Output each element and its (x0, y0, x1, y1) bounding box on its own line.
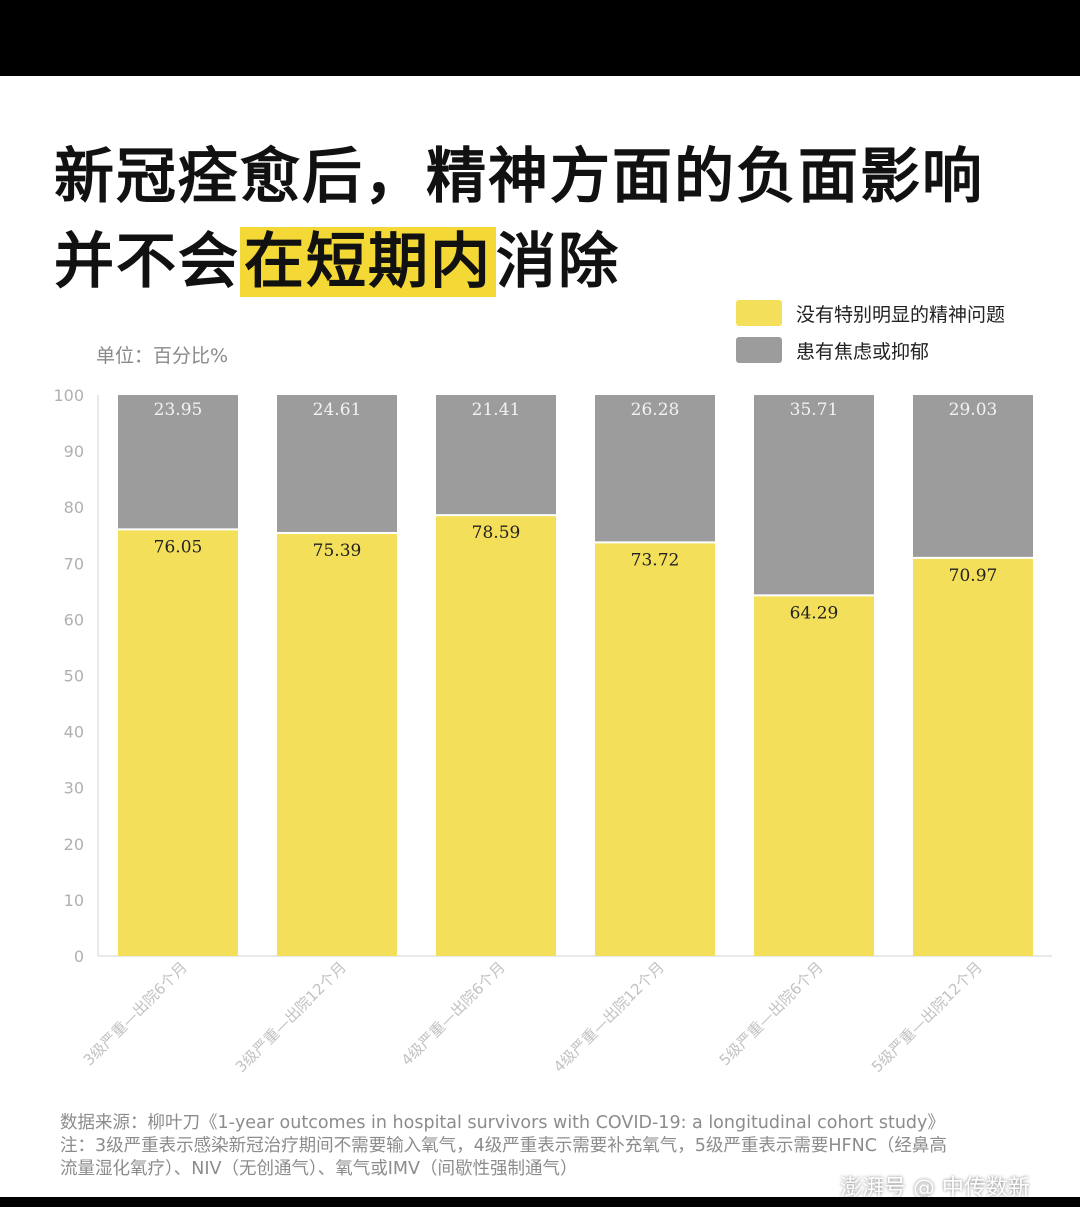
data-label-no-issue: 70.97 (949, 566, 998, 586)
bar-segment-anxiety (754, 395, 874, 596)
bar-segment-anxiety (436, 395, 556, 516)
y-tick-label: 70 (64, 554, 84, 573)
bar-segment-no-issue (277, 533, 397, 956)
explanation-note-line-2: 流量湿化氧疗）、NIV（无创通气）、氧气或IMV（间歇性强制通气） (60, 1159, 578, 1179)
legend-item-anxiety: 患有焦虑或抑郁 (736, 336, 929, 364)
notes-block: 数据来源：柳叶刀《1-year outcomes in hospital sur… (60, 1112, 1050, 1181)
source-note: 数据来源：柳叶刀《1-year outcomes in hospital sur… (60, 1113, 945, 1133)
explanation-note-line-1: 注：3级严重表示感染新冠治疗期间不需要输入氧气，4级严重表示需要补充氧气，5级严… (60, 1136, 947, 1156)
bar-segment-anxiety (277, 395, 397, 534)
data-label-anxiety: 24.61 (313, 400, 362, 420)
data-label-anxiety: 21.41 (472, 400, 521, 420)
data-label-anxiety: 35.71 (790, 400, 839, 420)
bar-segment-anxiety (913, 395, 1033, 558)
data-label-no-issue: 73.72 (631, 550, 680, 570)
legend-item-no-issue: 没有特别明显的精神问题 (736, 299, 1005, 327)
bar-segment-no-issue (118, 529, 238, 956)
y-tick-label: 50 (64, 667, 84, 686)
y-tick-label: 100 (53, 386, 84, 405)
data-label-anxiety: 26.28 (631, 400, 680, 420)
watermark: 澎湃号 @ 中传数新 (840, 1176, 1030, 1201)
data-label-no-issue: 64.29 (790, 603, 839, 623)
data-label-no-issue: 76.05 (154, 537, 203, 557)
x-category-label: 4级严重—出院12个月 (550, 958, 668, 1076)
x-category-label: 4级严重—出院6个月 (398, 958, 509, 1069)
stacked-bar-chart: 0 10 20 30 40 50 60 70 80 90 100 76.05 23.95 3级严重—出院6… (53, 386, 1052, 1076)
bar-segment-anxiety (595, 395, 715, 543)
title-line-2-pre: 并不会 (54, 227, 240, 297)
x-category-label: 3级严重—出院12个月 (232, 958, 350, 1076)
top-black-band (0, 0, 1080, 76)
title-line-2-post: 消除 (496, 227, 620, 297)
bar-segment-no-issue (913, 557, 1033, 956)
y-tick-label: 10 (64, 891, 84, 910)
bar-segment-anxiety (118, 395, 238, 530)
page-title-line-1: 新冠痊愈后，精神方面的负面影响 (54, 142, 984, 212)
y-tick-label: 80 (64, 498, 84, 517)
y-tick-label: 30 (64, 779, 84, 798)
bar-segment-no-issue (436, 515, 556, 956)
legend-swatch-yellow (736, 300, 782, 326)
legend-label-anxiety: 患有焦虑或抑郁 (796, 340, 930, 363)
bottom-black-band (0, 1197, 1080, 1207)
y-tick-label: 20 (64, 835, 84, 854)
y-tick-label: 40 (64, 723, 84, 742)
legend-label-no-issue: 没有特别明显的精神问题 (796, 303, 1006, 326)
data-label-no-issue: 75.39 (313, 541, 362, 561)
data-label-no-issue: 78.59 (472, 523, 521, 543)
data-label-anxiety: 23.95 (154, 400, 203, 420)
bar-segment-no-issue (754, 595, 874, 956)
x-category-label: 5级严重—出院6个月 (716, 958, 827, 1069)
x-category-label: 3级严重—出院6个月 (80, 958, 191, 1069)
y-tick-label: 60 (64, 610, 84, 629)
bar-segment-no-issue (595, 542, 715, 956)
unit-label: 单位：百分比% (96, 345, 229, 367)
y-tick-label: 0 (74, 947, 84, 966)
y-tick-label: 90 (64, 442, 84, 461)
page-title-line-2: 并不会在短期内消除 (54, 222, 620, 302)
x-category-label: 5级严重—出院12个月 (868, 958, 986, 1076)
data-label-anxiety: 29.03 (949, 400, 998, 420)
legend-swatch-gray (736, 337, 782, 363)
title-highlight: 在短期内 (240, 227, 496, 297)
